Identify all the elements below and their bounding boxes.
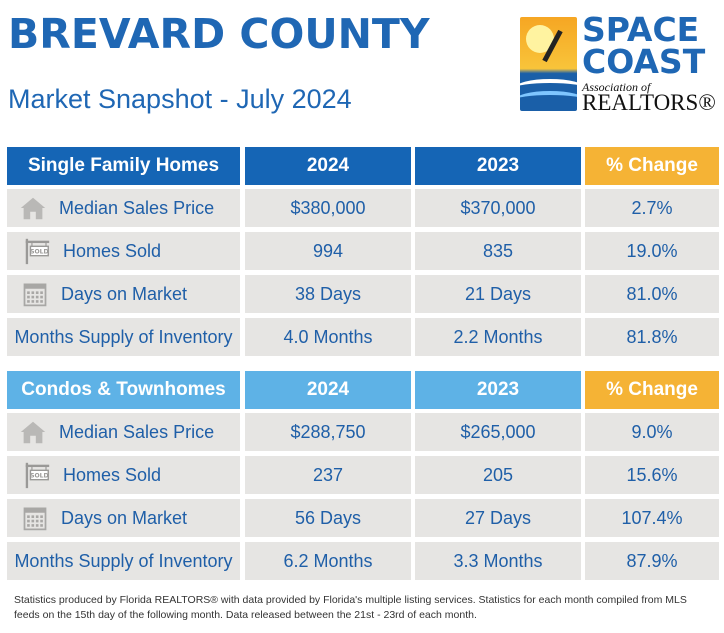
single-family-header-label: Single Family Homes [7, 147, 240, 185]
table-row: Months Supply of Inventory 4.0 Months 2.… [7, 318, 719, 356]
value-2024: $380,000 [245, 189, 411, 227]
logo-text-association: Association of [582, 80, 651, 94]
condos-header-change: % Change [585, 371, 719, 409]
value-change: 81.0% [585, 275, 719, 313]
table-row: Median Sales Price $288,750 $265,000 9.0… [7, 413, 719, 451]
table-row: Days on Market 38 Days 21 Days 81.0% [7, 275, 719, 313]
value-2024: 237 [245, 456, 411, 494]
row-label: Homes Sold [63, 464, 162, 485]
page-title: BREVARD COUNTY [8, 10, 430, 58]
value-2024: 6.2 Months [245, 542, 411, 580]
value-2024: $288,750 [245, 413, 411, 451]
sold-sign-icon [21, 235, 53, 267]
condos-header-row: Condos & Townhomes 2024 2023 % Change [7, 371, 719, 409]
logo-emblem [520, 17, 577, 111]
value-2023: 205 [415, 456, 581, 494]
table-row: Homes Sold 237 205 15.6% [7, 456, 719, 494]
row-label: Median Sales Price [59, 421, 215, 442]
value-change: 107.4% [585, 499, 719, 537]
table-row: Days on Market 56 Days 27 Days 107.4% [7, 499, 719, 537]
value-2023: $265,000 [415, 413, 581, 451]
value-2024: 994 [245, 232, 411, 270]
logo-text-space: SPACE [582, 10, 700, 49]
table-row: Median Sales Price $380,000 $370,000 2.7… [7, 189, 719, 227]
value-change: 81.8% [585, 318, 719, 356]
page-subtitle: Market Snapshot - July 2024 [8, 84, 352, 114]
condos-header-2023: 2023 [415, 371, 581, 409]
calendar-icon [19, 278, 51, 310]
value-change: 19.0% [585, 232, 719, 270]
value-2023: 2.2 Months [415, 318, 581, 356]
table-row: Months Supply of Inventory 6.2 Months 3.… [7, 542, 719, 580]
space-coast-realtors-logo: SPACE COAST Association of REALTORS® [520, 10, 720, 115]
calendar-icon [19, 502, 51, 534]
house-icon [17, 192, 49, 224]
single-family-header-change: % Change [585, 147, 719, 185]
value-change: 15.6% [585, 456, 719, 494]
row-label: Days on Market [61, 283, 188, 304]
value-2023: 27 Days [415, 499, 581, 537]
value-2024: 38 Days [245, 275, 411, 313]
row-label: Days on Market [61, 507, 188, 528]
value-2023: $370,000 [415, 189, 581, 227]
value-2023: 21 Days [415, 275, 581, 313]
value-change: 2.7% [585, 189, 719, 227]
row-label: Months Supply of Inventory [14, 326, 233, 347]
condos-header-label: Condos & Townhomes [7, 371, 240, 409]
value-2024: 4.0 Months [245, 318, 411, 356]
row-label: Median Sales Price [59, 197, 215, 218]
row-label: Homes Sold [63, 240, 162, 261]
row-label: Months Supply of Inventory [14, 550, 233, 571]
footnote: Statistics produced by Florida REALTORS®… [14, 594, 687, 621]
single-family-header-row: Single Family Homes 2024 2023 % Change [7, 147, 719, 185]
table-row: Homes Sold 994 835 19.0% [7, 232, 719, 270]
logo-text-coast: COAST [582, 42, 706, 81]
logo-text-realtors: REALTORS® [582, 90, 716, 115]
condos-header-2024: 2024 [245, 371, 411, 409]
value-change: 9.0% [585, 413, 719, 451]
value-change: 87.9% [585, 542, 719, 580]
value-2023: 835 [415, 232, 581, 270]
single-family-header-2024: 2024 [245, 147, 411, 185]
value-2024: 56 Days [245, 499, 411, 537]
value-2023: 3.3 Months [415, 542, 581, 580]
single-family-header-2023: 2023 [415, 147, 581, 185]
sold-sign-icon [21, 459, 53, 491]
house-icon [17, 416, 49, 448]
